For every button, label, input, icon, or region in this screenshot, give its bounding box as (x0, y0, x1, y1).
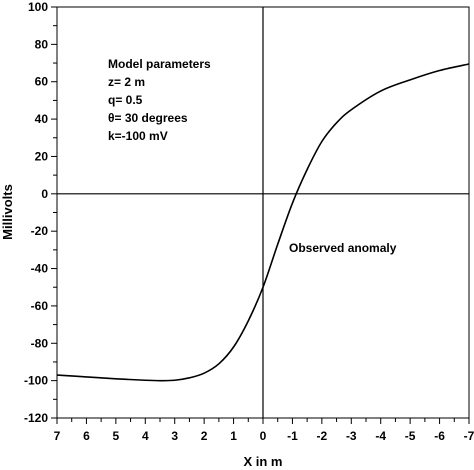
y-tick-label: -60 (31, 299, 49, 313)
y-tick-label: 20 (35, 149, 49, 163)
x-tick-label: -5 (405, 429, 416, 443)
param-theta: θ= 30 degrees (108, 111, 188, 125)
tick-layer: 100 80 60 40 20 0 -20 -40 -60 -80 -100 -120 7 6 5 4 3 2 1 0… (24, 0, 474, 443)
param-q: q= 0.5 (108, 93, 143, 107)
curve-label: Observed anomaly (289, 241, 397, 255)
y-tick-label: -100 (24, 374, 48, 388)
y-tick-label: 60 (35, 75, 49, 89)
x-tick-label: 0 (260, 429, 267, 443)
y-tick-label: -20 (31, 224, 49, 238)
y-tick-label: 80 (35, 37, 49, 51)
y-tick-label: -80 (31, 336, 49, 350)
y-tick-label: 0 (41, 187, 48, 201)
y-tick-label: 100 (28, 0, 48, 14)
x-axis-title: X in m (243, 454, 282, 469)
x-tick-label: -1 (287, 429, 298, 443)
x-tick-label: 1 (230, 429, 237, 443)
zero-lines (57, 7, 469, 418)
x-tick-label: 7 (54, 429, 61, 443)
y-tick-label: -120 (24, 411, 48, 425)
x-tick-label: 5 (113, 429, 120, 443)
param-title: Model parameters (108, 57, 211, 71)
param-z: z= 2 m (108, 75, 145, 89)
x-tick-label: -2 (317, 429, 328, 443)
x-tick-label: 3 (171, 429, 178, 443)
x-tick-label: -7 (464, 429, 474, 443)
x-tick-label: -4 (375, 429, 386, 443)
model-parameters-box: Model parameters z= 2 m q= 0.5 θ= 30 deg… (108, 57, 211, 143)
x-tick-label: 6 (83, 429, 90, 443)
x-tick-label: 2 (201, 429, 208, 443)
anomaly-curve (56, 63, 470, 382)
x-tick-label: -6 (434, 429, 445, 443)
x-tick-label: 4 (142, 429, 149, 443)
y-tick-label: -40 (31, 262, 49, 276)
x-tick-label: -3 (346, 429, 357, 443)
y-axis-title: Millivolts (0, 184, 15, 240)
param-k: k=-100 mV (108, 129, 168, 143)
y-tick-label: 40 (35, 112, 49, 126)
